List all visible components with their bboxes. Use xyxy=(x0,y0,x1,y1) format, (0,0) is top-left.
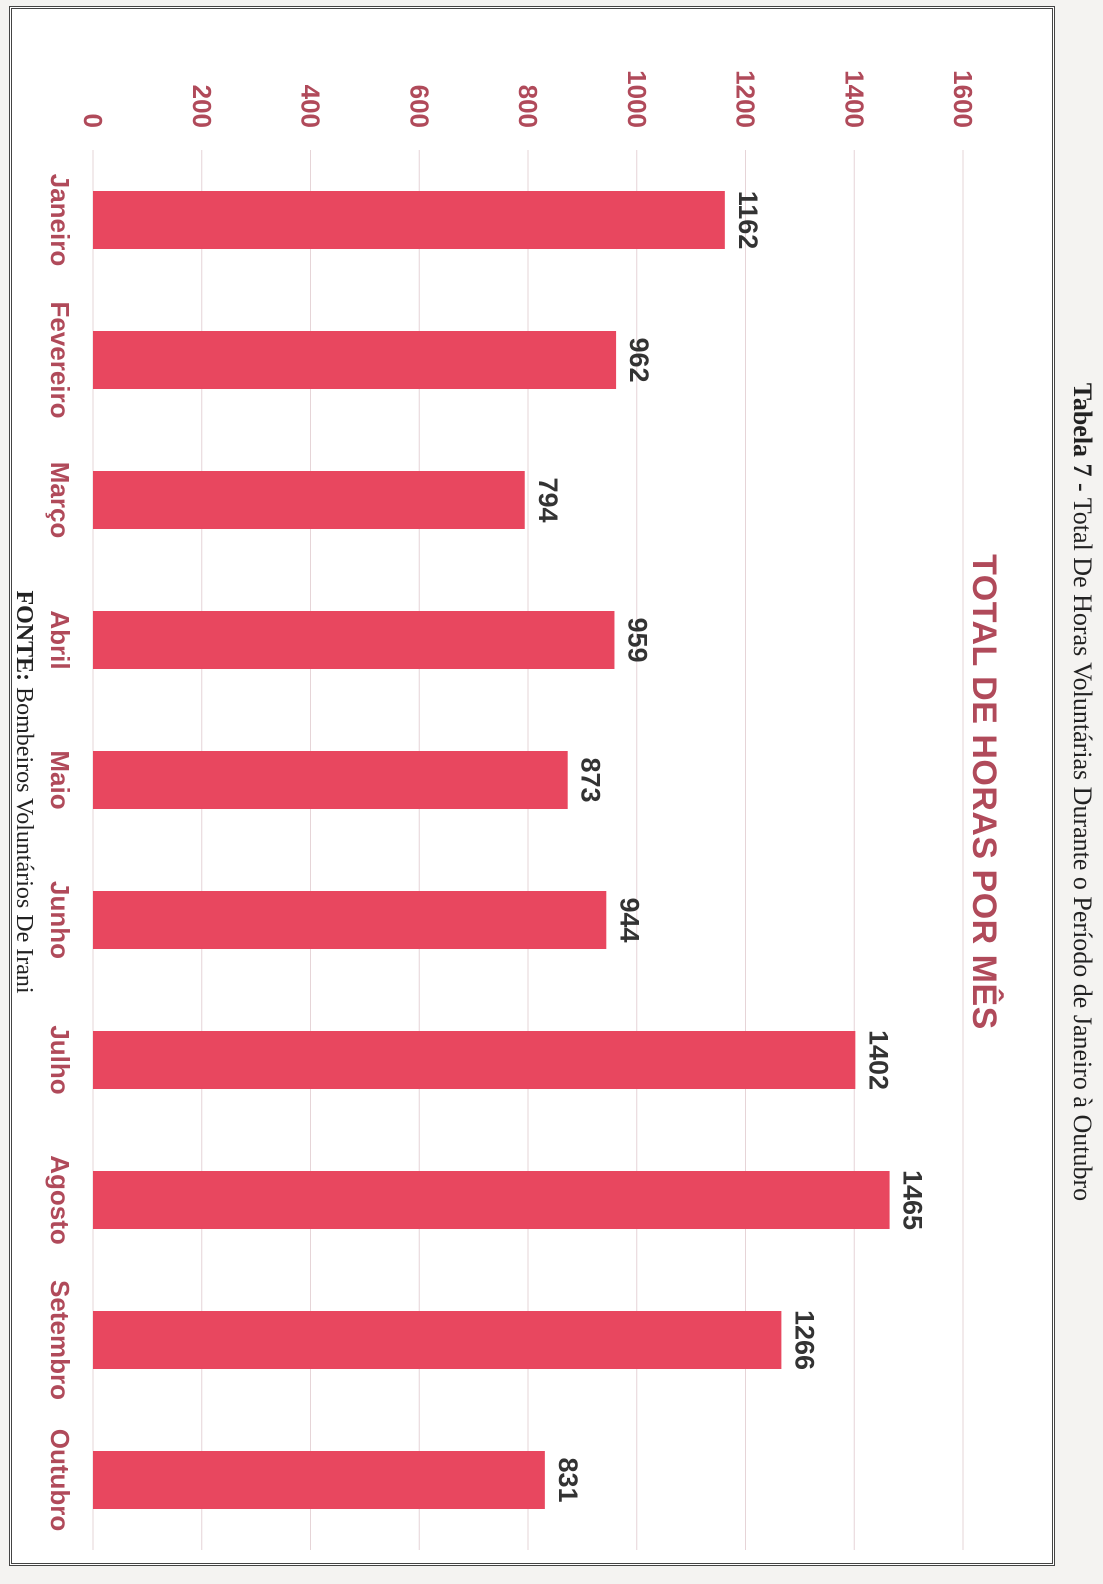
category-label: Abril xyxy=(45,610,75,669)
data-label: 944 xyxy=(614,897,644,942)
category-label: Julho xyxy=(45,1025,75,1094)
source-note: FONTE: Bombeiros Voluntários De Irani xyxy=(10,0,37,1584)
y-tick-label: 1200 xyxy=(731,70,761,128)
y-tick-label: 800 xyxy=(513,85,543,128)
data-label: 1162 xyxy=(733,191,763,250)
bar-maio xyxy=(92,751,568,809)
bar-março xyxy=(93,471,525,529)
bar-julho xyxy=(92,1031,856,1089)
data-label: 1465 xyxy=(898,1170,928,1230)
bar-junho xyxy=(93,891,607,949)
bar-agosto xyxy=(93,1171,890,1229)
bar-janeiro xyxy=(92,191,725,249)
data-label: 1402 xyxy=(863,1030,893,1090)
data-label: 962 xyxy=(624,337,654,382)
bar-fevereiro xyxy=(92,331,617,389)
category-label: Janeiro xyxy=(45,174,75,267)
y-tick-label: 200 xyxy=(187,85,217,128)
data-label: 959 xyxy=(622,617,652,662)
y-tick-label: 1000 xyxy=(622,70,652,128)
category-label: Fevereiro xyxy=(45,301,75,418)
category-labels: Janeiro Fevereiro Março Abril Maio Junho Julho… xyxy=(45,174,75,1532)
data-label: 831 xyxy=(553,1457,583,1502)
y-tick-label: 0 xyxy=(78,114,108,128)
data-labels: 1162 962 794 959 873 944 1402 1465 1266 831 xyxy=(533,191,928,1503)
category-label: Agosto xyxy=(45,1155,75,1245)
category-label: Março xyxy=(45,462,75,539)
y-tick-label: 600 xyxy=(404,85,434,128)
category-label: Junho xyxy=(45,881,75,959)
data-label: 1266 xyxy=(789,1310,819,1370)
bar-abril xyxy=(93,611,615,669)
y-tick-label: 1600 xyxy=(948,70,978,128)
y-tick-label: 1400 xyxy=(839,70,869,128)
bar-setembro xyxy=(93,1311,782,1369)
category-label: Setembro xyxy=(45,1280,75,1400)
category-label: Maio xyxy=(45,750,75,809)
source-label: FONTE: xyxy=(11,590,37,682)
y-tick-label: 400 xyxy=(296,85,326,128)
data-label: 794 xyxy=(533,477,563,522)
source-text: Bombeiros Voluntários De Irani xyxy=(11,687,37,994)
bars xyxy=(92,191,890,1509)
bar-outubro xyxy=(93,1451,545,1509)
data-label: 873 xyxy=(576,757,606,802)
category-label: Outubro xyxy=(45,1429,75,1532)
y-axis-ticks: 0 200 400 600 800 1000 1200 1400 1600 xyxy=(78,70,978,128)
